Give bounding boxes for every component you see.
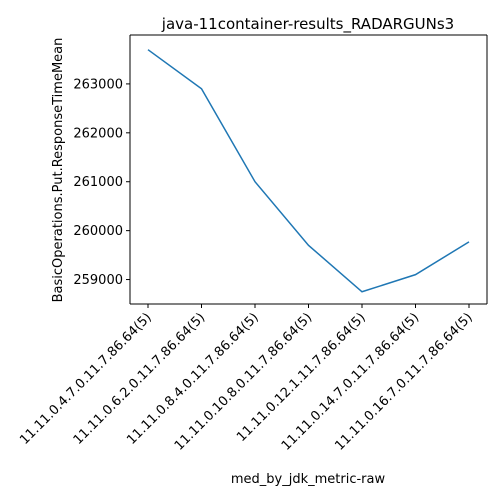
y-tick-label: 261000 [73,175,123,190]
chart-title: java-11container-results_RADARGUNs3 [161,15,454,34]
y-tick-label: 263000 [73,77,123,92]
y-tick-label: 259000 [73,273,123,288]
x-axis-label: med_by_jdk_metric-raw [231,472,386,487]
x-axis-ticks: 11.11.0.4.7.0.11.7.86.64(5)11.11.0.6.2.0… [17,304,476,454]
y-tick-label: 262000 [73,126,123,141]
y-tick-label: 260000 [73,224,123,239]
axes [129,34,488,305]
series-line [147,49,470,293]
y-axis-label: BasicOperations.Put.ResponseTimeMean [51,38,66,303]
y-axis-ticks: 259000 260000 261000 262000 263000 [73,77,130,288]
